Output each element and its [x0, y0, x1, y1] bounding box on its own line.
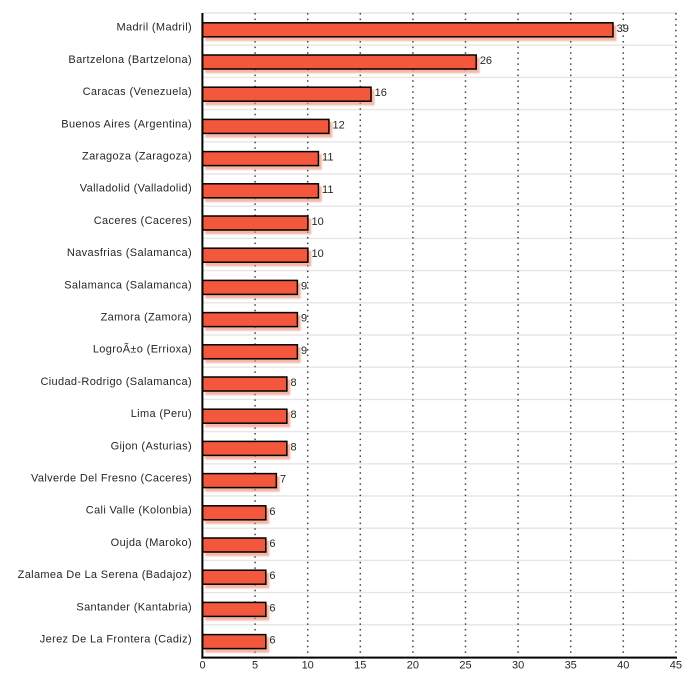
svg-text:11: 11 — [322, 152, 333, 164]
svg-text:6: 6 — [269, 635, 275, 647]
svg-text:26: 26 — [480, 55, 492, 67]
svg-text:12: 12 — [333, 119, 345, 131]
svg-text:Bartzelona (Bartzelona): Bartzelona (Bartzelona) — [68, 54, 192, 66]
svg-text:16: 16 — [375, 87, 387, 99]
svg-text:6: 6 — [269, 602, 275, 614]
svg-text:35: 35 — [565, 660, 577, 672]
svg-text:Lima (Peru): Lima (Peru) — [131, 408, 192, 420]
svg-text:Ciudad-Rodrigo (Salamanca): Ciudad-Rodrigo (Salamanca) — [40, 376, 192, 388]
svg-text:10: 10 — [302, 660, 314, 672]
svg-text:45: 45 — [670, 660, 682, 672]
svg-text:9: 9 — [301, 345, 307, 357]
svg-text:Zalamea De La Serena (Badajoz): Zalamea De La Serena (Badajoz) — [18, 569, 192, 581]
svg-text:Jerez De La Frontera (Cadiz): Jerez De La Frontera (Cadiz) — [40, 634, 192, 646]
svg-text:30: 30 — [512, 660, 524, 672]
svg-text:6: 6 — [269, 570, 275, 582]
svg-text:LogroÃ±o (Errioxa): LogroÃ±o (Errioxa) — [93, 343, 192, 356]
svg-text:20: 20 — [407, 660, 419, 672]
svg-text:39: 39 — [617, 23, 629, 35]
svg-text:8: 8 — [290, 441, 296, 453]
svg-text:Salamanca (Salamanca): Salamanca (Salamanca) — [64, 279, 192, 291]
svg-text:Caracas (Venezuela): Caracas (Venezuela) — [83, 86, 192, 98]
svg-text:8: 8 — [290, 377, 296, 389]
svg-text:10: 10 — [312, 248, 324, 260]
svg-text:9: 9 — [301, 313, 307, 325]
svg-text:25: 25 — [459, 660, 471, 672]
svg-text:Navasfrias (Salamanca): Navasfrias (Salamanca) — [67, 247, 192, 259]
svg-text:11: 11 — [322, 184, 333, 196]
svg-text:5: 5 — [252, 660, 258, 672]
svg-text:9: 9 — [301, 280, 307, 292]
svg-text:Santander (Kantabria): Santander (Kantabria) — [76, 601, 192, 613]
svg-text:40: 40 — [617, 660, 629, 672]
svg-text:Gijon (Asturias): Gijon (Asturias) — [111, 440, 192, 452]
svg-text:6: 6 — [269, 538, 275, 550]
svg-text:7: 7 — [280, 474, 286, 486]
svg-text:0: 0 — [199, 660, 205, 672]
svg-text:Zamora (Zamora): Zamora (Zamora) — [101, 312, 192, 324]
svg-text:6: 6 — [269, 506, 275, 518]
svg-text:Cali Valle (Kolonbia): Cali Valle (Kolonbia) — [86, 505, 192, 517]
svg-text:10: 10 — [312, 216, 324, 228]
svg-text:Zaragoza (Zaragoza): Zaragoza (Zaragoza) — [82, 151, 192, 163]
svg-text:8: 8 — [290, 409, 296, 421]
svg-text:Buenos Aires (Argentina): Buenos Aires (Argentina) — [61, 118, 192, 130]
svg-text:Valverde Del Fresno (Caceres): Valverde Del Fresno (Caceres) — [31, 473, 192, 485]
svg-text:Valladolid (Valladolid): Valladolid (Valladolid) — [80, 183, 192, 195]
svg-text:Caceres (Caceres): Caceres (Caceres) — [94, 215, 192, 227]
svg-text:Oujda (Maroko): Oujda (Maroko) — [111, 537, 192, 549]
svg-text:Madril (Madril): Madril (Madril) — [116, 22, 192, 34]
svg-text:15: 15 — [354, 660, 366, 672]
